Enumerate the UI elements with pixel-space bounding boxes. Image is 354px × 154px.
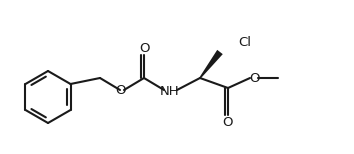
Text: O: O [249,71,259,85]
Text: O: O [139,41,149,55]
Text: O: O [115,83,125,97]
Text: NH: NH [160,85,180,97]
Text: Cl: Cl [238,36,251,49]
Polygon shape [199,50,223,79]
Text: O: O [222,116,232,128]
